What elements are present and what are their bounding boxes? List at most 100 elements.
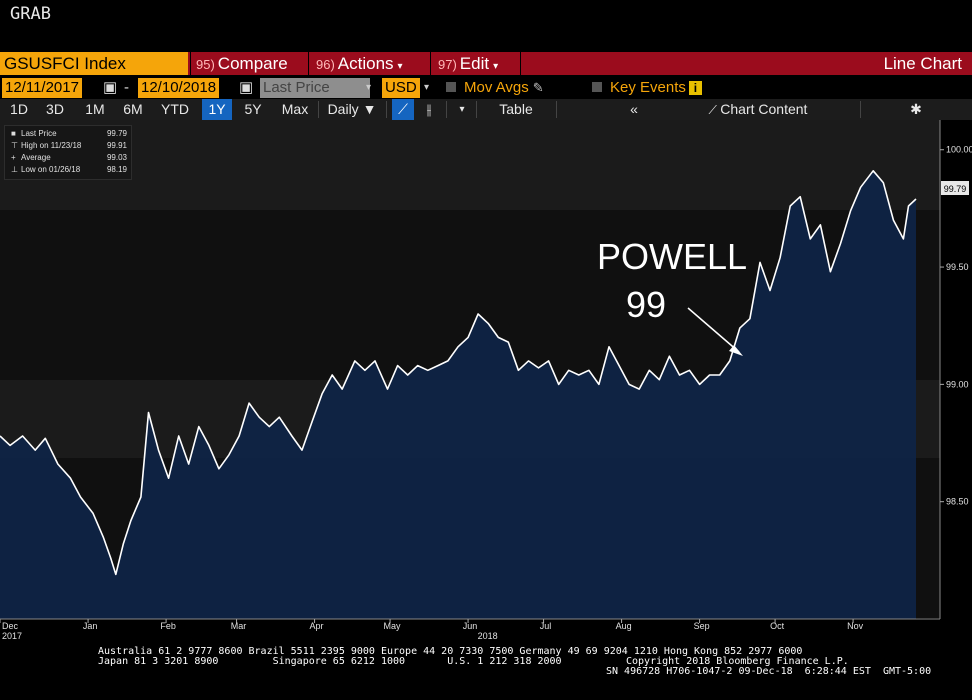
price-area [0, 170, 916, 620]
legend-row-low: ⊥ Low on 01/26/18 98.19 [11, 164, 127, 175]
range-bar: 1D 3D 1M 6M YTD 1Y 5Y Max Daily ▼ ⟋ ⫲ ▾ … [0, 99, 972, 120]
price-area-fill [0, 170, 916, 620]
x-tick-label: Jan [83, 621, 98, 631]
x-tick-label: Apr [310, 621, 324, 631]
collapse-icon[interactable]: « [630, 101, 638, 117]
last-price-tag-value: 99.79 [944, 184, 967, 194]
annotation-arrow-head [729, 345, 743, 356]
range-max[interactable]: Max [281, 101, 309, 117]
range-1m[interactable]: 1M [85, 101, 105, 117]
legend-row-last-price: ■ Last Price 99.79 [11, 128, 127, 139]
compare-button[interactable]: 95) Compare [196, 52, 288, 75]
key-events-toggle[interactable]: Key Events i [592, 78, 702, 98]
footer-contacts-2: Japan 81 3 3201 8900 Singapore 65 6212 1… [98, 656, 562, 667]
legend-row-high: ⊤ High on 11/23/18 99.91 [11, 140, 127, 151]
ticker-field[interactable]: GSUSFCI Index [0, 52, 188, 75]
x-year-label: 2018 [478, 631, 498, 641]
actions-caret-icon: ▾ [397, 61, 403, 72]
frequency-dropdown-icon: ▼ [362, 101, 377, 117]
last-price-tag-bg [941, 181, 969, 195]
annotation-arrow-line [687, 307, 740, 353]
x-tick-label: Aug [616, 621, 632, 631]
key-events-checkbox[interactable] [592, 82, 602, 92]
last-price-tag: 99.79 [941, 181, 969, 195]
range-ytd[interactable]: YTD [161, 101, 189, 117]
edit-fn: 97) [438, 57, 457, 72]
chart-style-dropdown-icon[interactable]: ▾ [459, 104, 465, 115]
mov-avgs-toggle[interactable]: Mov Avgs ✎ [446, 78, 544, 98]
range-5y[interactable]: 5Y [244, 101, 262, 117]
range-1y[interactable]: 1Y [202, 99, 232, 120]
compare-fn: 95) [196, 57, 215, 72]
x-tick-label: Jul [540, 621, 552, 631]
y-tick-label: 100.00 [946, 145, 972, 155]
band-top [0, 120, 940, 210]
powell-annotation: POWELL 99 [597, 236, 747, 356]
frequency-label: Daily [327, 101, 359, 117]
y-tick-label: 99.50 [946, 262, 969, 272]
start-calendar-icon[interactable]: ▣ [103, 79, 118, 96]
x-tick-label: May [384, 621, 402, 631]
legend-high-icon: ⊤ [11, 141, 18, 150]
chart-content-icon: ⟋ [708, 103, 721, 117]
x-tick-label: Feb [160, 621, 176, 631]
info-icon[interactable]: i [688, 81, 702, 95]
footer-contacts-1: Australia 61 2 9777 8600 Brazil 5511 239… [98, 646, 803, 657]
frequency-select[interactable]: Daily ▼ [322, 99, 382, 120]
table-button[interactable]: Table [499, 101, 533, 117]
line-chart: 98.50 99.00 99.50 100.00 Dec Jan Feb Mar Apr May… [0, 120, 972, 641]
currency-dropdown-icon[interactable]: ▾ [424, 82, 430, 93]
y-tick-label: 99.00 [946, 379, 969, 389]
chart-content-button[interactable]: ⟋ Chart Content [698, 99, 818, 120]
actions-button[interactable]: 96) Actions ▾ [316, 52, 403, 75]
mov-avgs-label: Mov Avgs [464, 79, 529, 96]
options-bar: 12/11/2017 ▣ - 12/10/2018 ▣ Last Price ▾… [0, 78, 972, 98]
annotation-line2: 99 [626, 284, 666, 325]
legend-row-average: + Average 99.03 [11, 152, 127, 163]
range-1d[interactable]: 1D [10, 101, 28, 117]
legend-label: Average [21, 153, 51, 162]
mov-avgs-checkbox[interactable] [446, 82, 456, 92]
edit-button[interactable]: 97) Edit ▾ [438, 52, 498, 75]
start-date-field[interactable]: 12/11/2017 [2, 78, 82, 98]
currency-select[interactable]: USD [382, 78, 420, 98]
x-year-label: 2017 [2, 631, 22, 641]
price-series [0, 170, 917, 576]
chart-legend: ■ Last Price 99.79 ⊤ High on 11/23/18 99.91 … [4, 125, 132, 180]
field-dropdown-icon[interactable]: ▾ [366, 82, 372, 93]
edit-label: Edit [459, 54, 490, 73]
compare-label: Compare [217, 54, 288, 73]
legend-label: Last Price [21, 129, 57, 138]
x-tick-label: Sep [694, 621, 710, 631]
range-6m[interactable]: 6M [123, 101, 143, 117]
footer-copyright: Copyright 2018 Bloomberg Finance L.P. [626, 656, 849, 667]
x-tick-label: Dec [2, 621, 19, 631]
pencil-icon[interactable]: ✎ [532, 80, 544, 95]
actions-label: Actions [337, 54, 394, 73]
y-axis-ticks: 98.50 99.00 99.50 100.00 [940, 145, 972, 507]
legend-value: 99.03 [106, 153, 127, 162]
range-3d[interactable]: 3D [46, 101, 64, 117]
date-dash: - [124, 79, 129, 96]
legend-average-icon: + [11, 153, 16, 162]
legend-low-icon: ⊥ [11, 165, 18, 174]
footer-session-info: SN 496728 H706-1047-2 09-Dec-18 6:28:44 … [606, 666, 932, 677]
x-tick-label: Oct [770, 621, 785, 631]
legend-label: Low on 01/26/18 [21, 165, 81, 174]
legend-label: High on 11/23/18 [21, 141, 82, 150]
legend-checkbox-icon[interactable]: ■ [11, 129, 16, 138]
field-select[interactable]: Last Price [260, 78, 370, 98]
chart-type-label[interactable]: Line Chart [883, 54, 962, 73]
bar-chart-icon[interactable]: ⫲ [426, 101, 432, 117]
annotation-line1: POWELL [597, 236, 747, 277]
line-chart-icon[interactable]: ⟋ [392, 99, 414, 120]
end-calendar-icon[interactable]: ▣ [239, 79, 254, 96]
chart-content-label: Chart Content [720, 101, 808, 117]
legend-value: 98.19 [106, 165, 127, 174]
y-tick-label: 98.50 [946, 497, 969, 507]
window-title: GRAB [10, 4, 51, 24]
end-date-field[interactable]: 12/10/2018 [138, 78, 220, 98]
settings-gear-icon[interactable]: ✱ [910, 101, 922, 117]
x-tick-label: Nov [847, 621, 864, 631]
actions-fn: 96) [316, 57, 335, 72]
